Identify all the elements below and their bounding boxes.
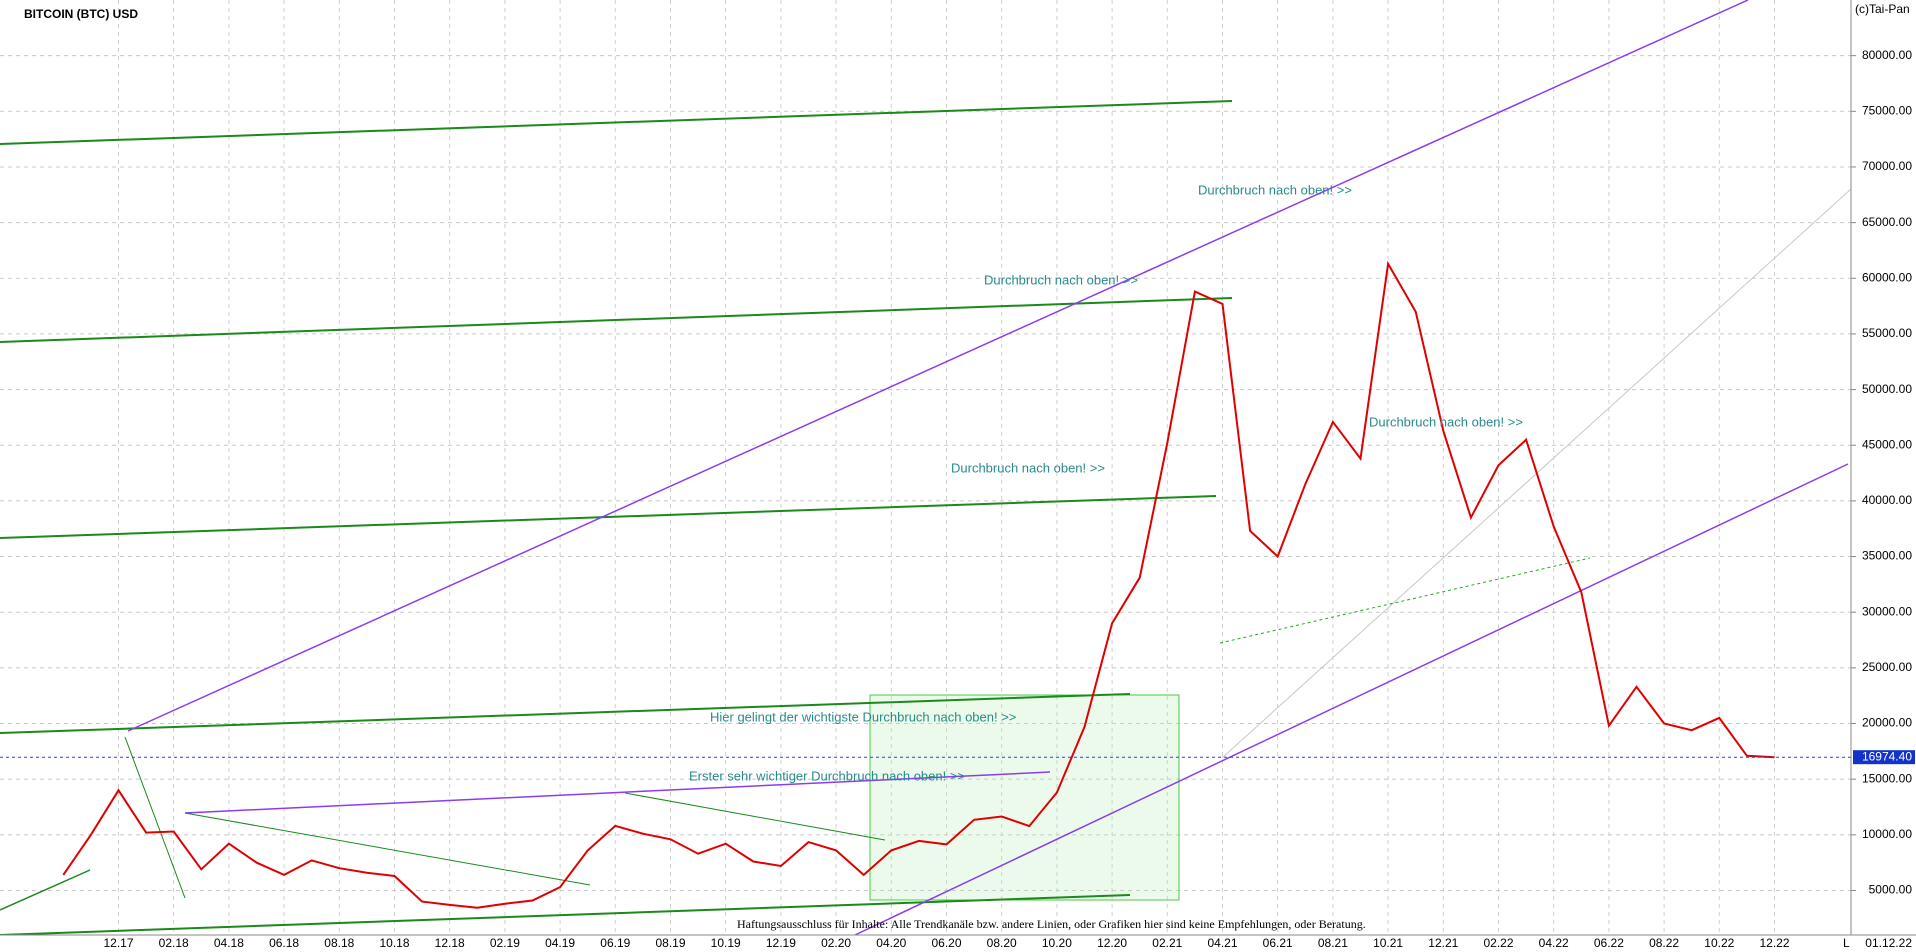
- x-tick-label: 04.18: [214, 936, 244, 950]
- x-tick-label: 06.21: [1263, 936, 1293, 950]
- y-tick-label: 60000.00: [1862, 270, 1912, 284]
- y-tick-label: 30000.00: [1862, 604, 1912, 618]
- x-axis-area: [0, 935, 1916, 952]
- trend-line: [0, 100, 1233, 145]
- annotation: Durchbruch nach oben! >>: [984, 272, 1138, 287]
- y-axis-area: [1851, 0, 1916, 952]
- trend-line: [184, 812, 591, 886]
- axis-marker: L: [1843, 936, 1850, 950]
- x-tick-label: 06.18: [269, 936, 299, 950]
- y-tick-label: 55000.00: [1862, 326, 1912, 340]
- x-tick-label: 12.22: [1759, 936, 1789, 950]
- x-tick-label: 02.21: [1152, 936, 1182, 950]
- y-tick-label: 65000.00: [1862, 215, 1912, 229]
- x-tick-label: 04.22: [1539, 936, 1569, 950]
- x-tick-label: 06.20: [931, 936, 961, 950]
- last-price-label: 16974.40: [1862, 749, 1912, 763]
- y-tick-label: 80000.00: [1862, 48, 1912, 62]
- x-tick-label: 12.20: [1097, 936, 1127, 950]
- annotation: Erster sehr wichtiger Durchbruch nach ob…: [689, 768, 965, 783]
- x-tick-label: 04.21: [1207, 936, 1237, 950]
- x-tick-label: 04.19: [545, 936, 575, 950]
- y-tick-label: 25000.00: [1862, 660, 1912, 674]
- trend-line: [124, 736, 186, 899]
- y-tick-label: 75000.00: [1862, 103, 1912, 117]
- trend-line: [0, 297, 1233, 343]
- trend-line: [854, 463, 1849, 936]
- y-tick-label: 20000.00: [1862, 716, 1912, 730]
- x-tick-label: 06.22: [1594, 936, 1624, 950]
- y-tick-label: 70000.00: [1862, 159, 1912, 173]
- last-price-box: [1853, 750, 1915, 765]
- x-tick-label: 12.21: [1428, 936, 1458, 950]
- x-tick-label: 10.18: [379, 936, 409, 950]
- x-tick-label: 08.22: [1649, 936, 1679, 950]
- x-tick-label: 08.19: [655, 936, 685, 950]
- date: 01.12.22: [1865, 936, 1912, 950]
- trend-line: [624, 792, 886, 841]
- x-tick-label: 08.20: [987, 936, 1017, 950]
- x-tick-label: 04.20: [876, 936, 906, 950]
- plot: [0, 260, 1851, 909]
- trend-line: [184, 771, 1051, 814]
- x-tick-label: 02.20: [821, 936, 851, 950]
- y-tick-label: 50000.00: [1862, 382, 1912, 396]
- x-tick-label: 08.18: [324, 936, 354, 950]
- trend-line: [0, 894, 1131, 936]
- x-tick-label: 12.18: [435, 936, 465, 950]
- axis-labels: 5000.00 10000.00 15000.00 20000.00 25000.00 3…: [103, 48, 1915, 950]
- y-tick-label: 40000.00: [1862, 493, 1912, 507]
- annotation: Durchbruch nach oben! >>: [1369, 414, 1523, 429]
- y-tick-label: 10000.00: [1862, 827, 1912, 841]
- annotation: Durchbruch nach oben! >>: [1198, 182, 1352, 197]
- y-tick-label: 35000.00: [1862, 549, 1912, 563]
- y-tick-label: 45000.00: [1862, 437, 1912, 451]
- grid: [0, 0, 1851, 935]
- x-tick-label: 06.19: [600, 936, 630, 950]
- price-line: [62, 260, 1775, 909]
- annotation: Durchbruch nach oben! >>: [951, 460, 1105, 475]
- y-tick-label: 5000.00: [1869, 883, 1913, 897]
- x-tick-label: 08.21: [1318, 936, 1348, 950]
- annotation: Hier gelingt der wichtigste Durchbruch n…: [710, 709, 1016, 724]
- x-tick-label: 10.21: [1373, 936, 1403, 950]
- x-tick-label: 12.17: [103, 936, 133, 950]
- y-tick-label: 15000.00: [1862, 771, 1912, 785]
- trend-line: [0, 693, 1131, 734]
- x-tick-label: 10.20: [1042, 936, 1072, 950]
- x-tick-label: 02.22: [1483, 936, 1513, 950]
- x-tick-label: 02.19: [490, 936, 520, 950]
- source: (c)Tai-Pan: [1855, 2, 1910, 16]
- trend-line: [0, 495, 1217, 539]
- x-tick-label: 10.22: [1704, 936, 1734, 950]
- x-tick-label: 10.19: [711, 936, 741, 950]
- disclaimer: Haftungsausschluss für Inhalte: Alle Tre…: [737, 917, 1366, 931]
- x-tick-label: 12.19: [766, 936, 796, 950]
- trend-line: [0, 869, 91, 911]
- trend-line: [127, 0, 1749, 732]
- highlight-box: [869, 694, 1180, 901]
- x-tick-label: 02.18: [159, 936, 189, 950]
- chart-title: BITCOIN (BTC) USD: [24, 7, 138, 21]
